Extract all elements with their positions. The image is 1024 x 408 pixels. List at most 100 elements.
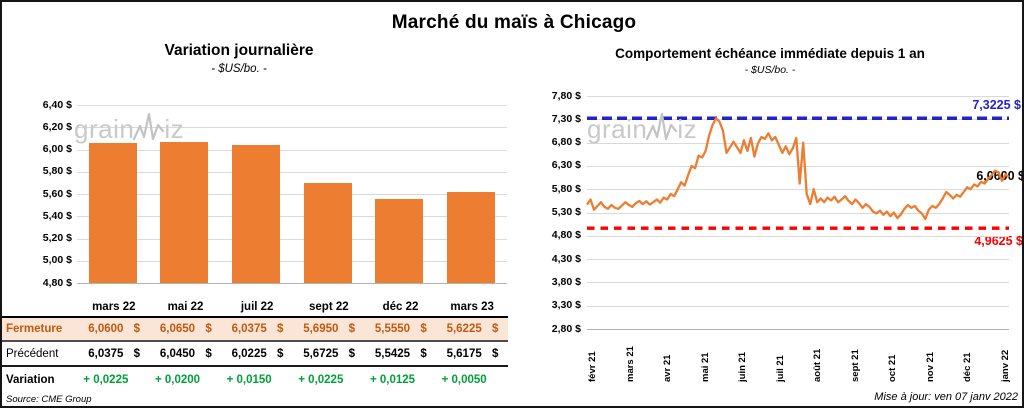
cell-value: 6,0600 <box>88 323 124 335</box>
value-cell: + 0,0225 <box>293 374 365 386</box>
cell-unit: $ <box>133 323 141 335</box>
column-header: mars 23 <box>450 300 494 313</box>
x-tick-label: juin 21 <box>737 351 749 382</box>
gridline <box>587 329 1009 330</box>
cell-unit: $ <box>133 347 141 360</box>
cell-value: 5,6725 <box>303 347 339 360</box>
value-cell: 5,6175 $ <box>436 348 508 360</box>
cell-value: + 0,0050 <box>441 373 487 386</box>
value-cell: 5,6225 $ <box>436 323 508 335</box>
table-row-fermeture: Fermeture 6,0600 $6,0650 $6,0375 $5,6950 $5,5… <box>2 318 508 342</box>
value-cell: 5,6950 $ <box>293 323 365 335</box>
year-high-label: 7,3225 $ <box>972 98 1021 113</box>
bar-déc 22 <box>375 199 424 283</box>
page-title: Marché du maïs à Chicago <box>391 12 637 33</box>
x-tick-label: nov 21 <box>924 351 936 382</box>
y-tick-label: 6,80 $ <box>551 136 581 149</box>
gridline <box>77 260 507 262</box>
futures-table: mars 22 mai 22 juil 22 sept 22 déc 22 mars 23… <box>2 297 508 392</box>
cell-value: 6,0650 <box>159 323 196 335</box>
y-tick-label: 6,00 $ <box>42 143 72 155</box>
column-header: mars 22 <box>92 300 136 313</box>
x-tick-label: sept 21 <box>849 349 861 382</box>
value-cell: 5,6725 $ <box>293 348 365 360</box>
front-month-panel: Comportement échéance immédiate depuis 1… <box>514 2 1022 406</box>
cell-value: 5,5550 <box>374 323 411 335</box>
cell-value: 5,6225 <box>446 323 482 335</box>
y-tick-label: 5,60 $ <box>42 187 72 200</box>
gridline <box>587 235 1009 237</box>
cell-value: + 0,0225 <box>83 373 129 386</box>
cell-unit: $ <box>491 347 499 360</box>
value-cell: 6,0600 $ <box>78 323 150 335</box>
value-cell: + 0,0050 <box>436 374 508 386</box>
row-label: Précédent <box>6 347 59 360</box>
gridline <box>587 142 1009 144</box>
y-tick-label: 6,40 $ <box>42 98 72 111</box>
y-tick-label: 5,20 $ <box>42 232 72 244</box>
x-tick-label: févr 21 <box>587 351 598 382</box>
x-tick-label: mai 21 <box>699 352 711 382</box>
y-tick-label: 5,00 $ <box>42 254 72 267</box>
cell-value: + 0,0125 <box>369 373 416 386</box>
gridline <box>587 96 1009 97</box>
row-label: Fermeture <box>6 323 63 335</box>
column-header: sept 22 <box>309 300 349 313</box>
bar-sept 22 <box>303 183 352 283</box>
bar-slot <box>220 105 292 283</box>
x-tick-label: janv 22 <box>999 349 1011 382</box>
x-tick-label: août 21 <box>812 348 824 382</box>
y-tick-label: 7,30 $ <box>551 112 581 125</box>
cell-unit: $ <box>420 347 427 360</box>
bar-chart-units: - $US/bo. - <box>211 63 267 75</box>
cell-unit: $ <box>348 347 356 360</box>
y-tick-label: 7,80 $ <box>551 89 581 102</box>
y-tick-label: 3,80 $ <box>551 275 581 288</box>
row-label: Variation <box>6 373 55 386</box>
cell-unit: $ <box>205 347 212 360</box>
cell-value: + 0,0200 <box>154 373 201 386</box>
y-tick-label: 6,20 $ <box>42 120 72 133</box>
y-tick-label: 2,80 $ <box>551 322 581 335</box>
gridline <box>77 127 507 129</box>
column-header: juil 22 <box>240 300 274 313</box>
line-chart-units: - $US/bo. - <box>744 64 796 76</box>
y-tick-label: 3,30 $ <box>551 299 581 312</box>
x-tick-label: mars 21 <box>624 346 636 382</box>
cell-unit: $ <box>205 323 212 335</box>
gridline <box>77 283 507 284</box>
y-tick-label: 5,40 $ <box>42 209 72 222</box>
table-header-row: mars 22 mai 22 juil 22 sept 22 déc 22 mars 23 <box>2 297 508 318</box>
cell-unit: $ <box>348 323 356 335</box>
price-series <box>586 117 1010 221</box>
bar-slot <box>149 105 221 283</box>
price-line-chart <box>586 116 1010 230</box>
cell-value: 5,6175 <box>446 347 482 360</box>
cell-value: 6,0450 <box>159 347 196 360</box>
table-row-variation: Variation + 0,0225 + 0,0200 + 0,0150 + 0,022… <box>2 367 508 392</box>
value-cell: 6,0225 $ <box>221 348 293 360</box>
bar-slot <box>77 105 149 283</box>
gridline <box>77 238 507 240</box>
value-cell: 5,5550 $ <box>365 323 437 335</box>
cell-value: 6,0225 <box>231 347 267 360</box>
bar-juil 22 <box>232 145 281 283</box>
y-tick-label: 6,30 $ <box>551 159 581 172</box>
cell-value: + 0,0150 <box>226 373 272 386</box>
line-chart-title: Comportement échéance immédiate depuis 1… <box>615 46 925 61</box>
bar-chart-title: Variation journalière <box>164 42 314 59</box>
bar-slot <box>292 105 364 283</box>
cell-unit: $ <box>491 323 499 335</box>
gridline <box>77 216 507 218</box>
bar-chart-y-axis: 6,40 $ 6,20 $ 6,00 $ 5,80 $ 5,60 $ 5,40 $ 5,20… <box>2 99 72 289</box>
y-tick-label: 5,80 $ <box>551 182 581 195</box>
x-tick-label: oct 21 <box>887 354 899 382</box>
cell-unit: $ <box>420 323 427 335</box>
cell-value: 6,0375 <box>231 323 267 335</box>
value-cell: + 0,0225 <box>78 374 150 386</box>
value-cell: + 0,0125 <box>365 374 437 386</box>
line-chart-plot-area: 7,3225 $ 4,9625 $ 6,0600 $ <box>586 96 1022 330</box>
x-tick-label: juil 21 <box>774 355 786 382</box>
value-cell: 6,0650 $ <box>150 323 222 335</box>
